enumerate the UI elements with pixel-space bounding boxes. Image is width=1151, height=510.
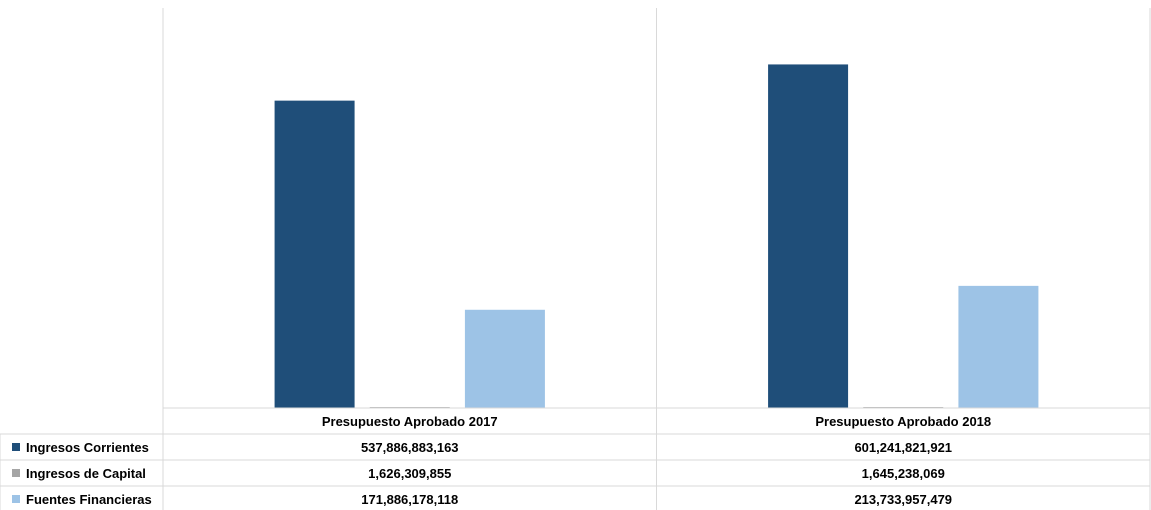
bar-fuentes-financieras-1 [464,309,545,408]
bar-ingresos-corrientes-1 [274,100,355,408]
data-value-label: 601,241,821,921 [854,440,952,455]
legend-label: Fuentes Financieras [26,492,152,507]
legend-swatch-ingresos-de-capital [12,469,20,477]
category-label: Presupuesto Aprobado 2017 [322,414,498,429]
plot-gridlines [162,8,1151,408]
legend-label: Ingresos de Capital [26,466,146,481]
legend-swatch-fuentes-financieras [12,495,20,503]
data-value-label: 537,886,883,163 [361,440,459,455]
data-value-label: 213,733,957,479 [854,492,952,507]
category-label: Presupuesto Aprobado 2018 [815,414,991,429]
legend-swatch-ingresos-corrientes [12,443,20,451]
data-value-label: 171,886,178,118 [361,492,458,507]
data-value-label: 1,626,309,855 [368,466,451,481]
bar-fuentes-financieras-2 [958,285,1039,408]
bar-ingresos-corrientes-2 [768,64,849,409]
data-table: Presupuesto Aprobado 2017 Presupuesto Apr… [0,407,1151,510]
data-value-label: 1,645,238,069 [862,466,945,481]
legend-label: Ingresos Corrientes [26,440,149,455]
